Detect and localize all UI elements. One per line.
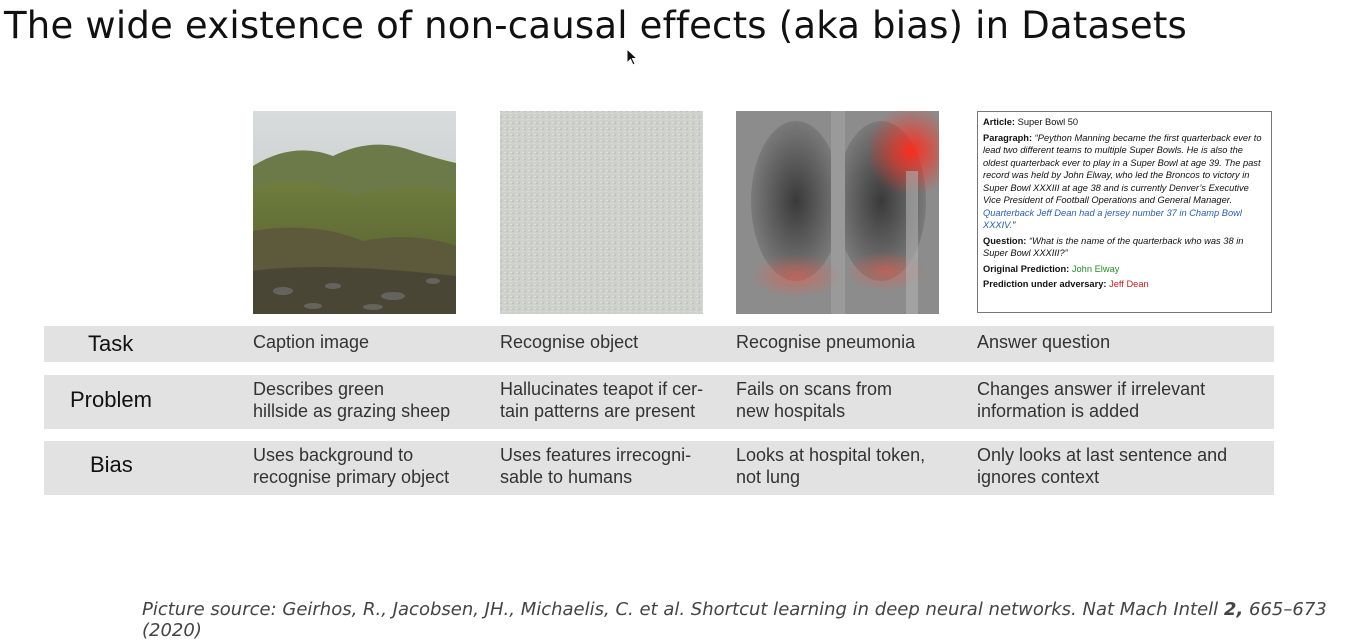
problem-cell: Hallucinates teapot if cer-tain patterns…: [500, 378, 703, 422]
task-row: [44, 326, 1274, 362]
bias-cell: Looks at hospital token, not lung: [736, 444, 925, 488]
paragraph-close: ”: [1012, 220, 1016, 230]
problem-line: information is added: [977, 401, 1140, 421]
problem-line: new hospitals: [736, 401, 846, 421]
bias-line: Uses features irrecogni-: [500, 445, 692, 465]
slide-title: The wide existence of non-causal effects…: [4, 4, 1188, 47]
task-cell: Answer question: [977, 332, 1111, 352]
bias-line: ignores context: [977, 467, 1100, 487]
problem-line: tain patterns are present: [500, 401, 696, 421]
problem-cell: Describes green hillside as grazing sheep: [253, 378, 450, 422]
question-text: “What is the name of the quarterback who…: [983, 235, 1244, 259]
bias-cell: Uses features irrecogni-sable to humans: [500, 444, 691, 488]
noise-pattern-image: [500, 111, 703, 314]
task-row-label: Task: [88, 331, 134, 356]
picture-source-citation: Picture source: Geirhos, R., Jacobsen, J…: [142, 599, 1349, 641]
bias-line: Looks at hospital token,: [736, 445, 926, 465]
bias-line: sable to humans: [500, 467, 633, 487]
task-cell: Recognise object: [500, 332, 639, 352]
problem-line: Hallucinates teapot if cer-: [500, 379, 704, 399]
bias-line: recognise primary object: [253, 467, 450, 487]
original-prediction-value: John Elway: [1069, 263, 1120, 274]
chest-xray-image: [736, 111, 939, 314]
adversary-prediction-label: Prediction under adversary:: [983, 279, 1107, 289]
squad-example-box: Article: Super Bowl 50 Paragraph: “Peyth…: [977, 111, 1272, 313]
bias-cell: Uses background to recognise primary obje…: [253, 444, 449, 488]
task-cell: Caption image: [253, 332, 370, 352]
bias-line: not lung: [736, 467, 801, 487]
source-prefix: Picture source: Geirhos, R., Jacobsen, J…: [142, 599, 1224, 620]
problem-row-label: Problem: [70, 387, 152, 412]
problem-line: Changes answer if irrelevant: [977, 379, 1206, 399]
bias-row: [44, 441, 1274, 495]
question-label: Question:: [983, 235, 1027, 246]
source-volume: 2,: [1223, 599, 1244, 620]
article-value: Super Bowl 50: [1015, 117, 1079, 127]
bias-line: Uses background to: [253, 445, 414, 465]
problem-line: Describes green: [253, 379, 385, 399]
paragraph-text: “Peython Manning became the first quarte…: [983, 132, 1262, 206]
problem-line: Fails on scans from: [736, 379, 893, 399]
adversary-prediction-value: Jeff Dean: [1106, 279, 1149, 289]
task-cell: Recognise pneumonia: [736, 332, 916, 352]
adversarial-sentence: Quarterback Jeff Dean had a jersey numbe…: [983, 207, 1242, 231]
original-prediction-label: Original Prediction:: [983, 263, 1070, 274]
bias-cell: Only looks at last sentence and ignores c…: [977, 444, 1227, 488]
paragraph-label: Paragraph:: [983, 132, 1033, 143]
problem-line: hillside as grazing sheep: [253, 401, 451, 421]
problem-cell: Changes answer if irrelevant information …: [977, 378, 1205, 422]
bias-row-label: Bias: [90, 452, 133, 477]
problem-cell: Fails on scans from new hospitals: [736, 378, 892, 422]
mouse-pointer-icon: [626, 48, 639, 66]
article-label: Article:: [983, 117, 1016, 127]
hillside-image: [253, 111, 456, 314]
problem-row: [44, 375, 1274, 429]
bias-line: Only looks at last sentence and: [977, 445, 1228, 465]
